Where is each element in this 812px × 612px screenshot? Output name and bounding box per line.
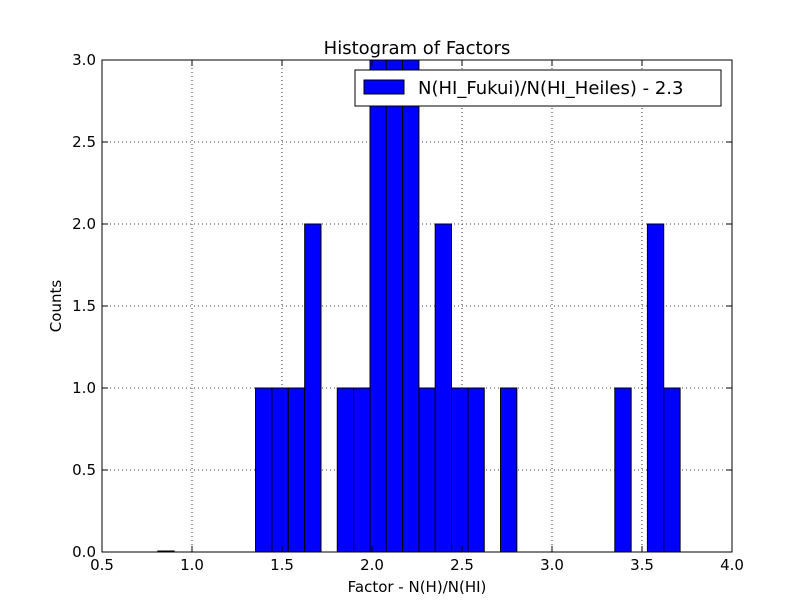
- histogram-bar: [402, 59, 420, 553]
- histogram-bar: [271, 387, 289, 553]
- x-tick-label: 1.5: [270, 556, 294, 574]
- x-axis-label: Factor - N(H)/N(HI): [348, 578, 487, 596]
- histogram-bar: [500, 387, 518, 553]
- y-tick-label: 3.0: [72, 51, 96, 69]
- y-tick-label: 0.5: [72, 461, 96, 479]
- legend-box: [354, 69, 722, 107]
- x-tick-label: 1.0: [180, 556, 204, 574]
- histogram-bar: [304, 223, 322, 553]
- histogram-bar: [434, 223, 453, 553]
- x-tick-label: 0.5: [90, 556, 114, 574]
- histogram-bar: [663, 387, 681, 553]
- legend: N(HI_Fukui)/N(HI_Heiles) - 2.3: [354, 69, 722, 107]
- x-tick-label: 3.5: [630, 556, 654, 574]
- x-tick-label: 2.5: [450, 556, 474, 574]
- y-tick-labels: 0.0 0.5 1.0 1.5 2.0 2.5 3.0: [72, 51, 96, 561]
- y-axis-label: Counts: [47, 280, 65, 333]
- histogram-bar: [418, 387, 436, 553]
- x-tick-label: 3.0: [540, 556, 564, 574]
- histogram-bar: [467, 387, 485, 553]
- histogram-bar: [336, 387, 355, 553]
- y-tick-label: 0.0: [72, 543, 96, 561]
- legend-swatch: [363, 79, 405, 95]
- histogram-bar: [287, 387, 306, 553]
- y-tick-label: 1.0: [72, 379, 96, 397]
- y-tick-label: 2.5: [72, 133, 96, 151]
- axis-ticks: [101, 59, 733, 553]
- histogram-bar: [369, 59, 387, 553]
- x-tick-label: 2.0: [360, 556, 384, 574]
- legend-label: N(HI_Fukui)/N(HI_Heiles) - 2.3: [418, 78, 683, 99]
- histogram-bar: [646, 223, 665, 553]
- y-tick-label: 2.0: [72, 215, 96, 233]
- x-tick-label: 4.0: [720, 556, 744, 574]
- histogram-bar: [385, 59, 404, 553]
- x-tick-labels: 0.5 1.0 1.5 2.0 2.5 3.0 3.5 4.0: [90, 556, 744, 574]
- histogram-bar: [255, 387, 273, 553]
- y-tick-label: 1.5: [72, 297, 96, 315]
- histogram-bar: [353, 387, 371, 553]
- histogram-bar: [614, 387, 632, 553]
- chart-title: Histogram of Factors: [324, 38, 511, 59]
- histogram-bar: [451, 387, 469, 553]
